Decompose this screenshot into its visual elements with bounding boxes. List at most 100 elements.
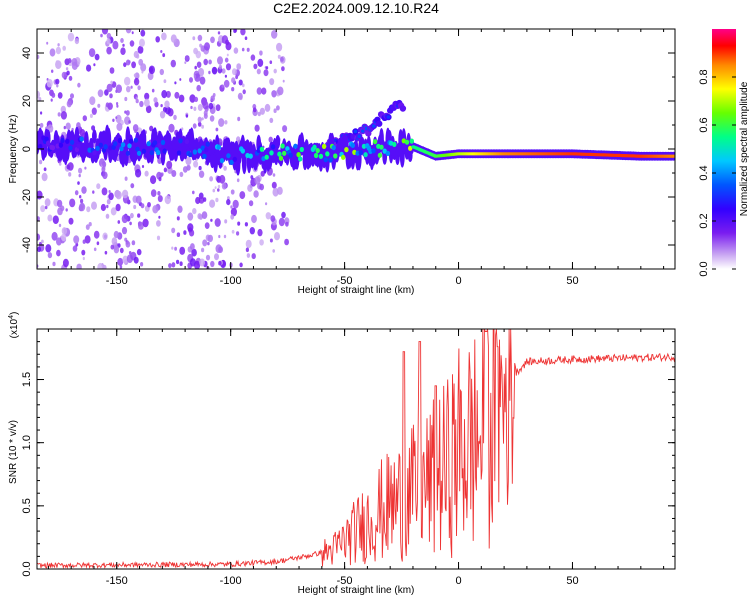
spectrogram-speckle: [187, 212, 194, 221]
spectrogram-speckle: [242, 83, 245, 88]
spectrogram-speckle: [218, 234, 221, 239]
spectrogram-speckle: [149, 125, 154, 132]
spectrogram-speckle: [208, 59, 212, 65]
spectrogram-speckle: [93, 247, 97, 252]
spectrogram-speckle: [117, 257, 124, 266]
spectrogram-speckle: [272, 249, 276, 253]
spectrogram-speckle: [230, 214, 235, 220]
spectrogram-speckle: [209, 176, 214, 182]
spectrogram-speckle: [224, 120, 228, 125]
spectrogram-speckle: [236, 231, 240, 236]
spectrogram-speckle: [122, 255, 129, 264]
spectrogram-speckle: [76, 263, 82, 269]
spectrogram-speckle: [193, 47, 199, 55]
spectrogram-speckle: [177, 205, 183, 213]
spectrogram-ridge-core: [363, 152, 368, 158]
spectrogram-speckle: [250, 175, 254, 180]
spectrogram-speckle: [129, 40, 135, 47]
spectrogram-ridge-core: [68, 145, 73, 151]
spectrogram-speckle: [131, 61, 137, 69]
spectrogram-speckle: [196, 61, 202, 68]
spectrogram-speckle: [263, 69, 269, 77]
spectrogram-ridge-core: [282, 150, 287, 156]
spectrogram-speckle: [179, 78, 182, 81]
spectrogram-speckle: [52, 215, 59, 224]
spectrogram-ridge-core: [98, 142, 104, 148]
spectrogram-speckle: [47, 214, 53, 222]
spectrogram-speckle: [104, 250, 108, 255]
spectrogram-speckle: [120, 38, 124, 43]
spectrogram-speckle: [224, 74, 227, 78]
spectrogram-speckle: [197, 67, 205, 77]
spectrogram-speckle: [93, 230, 100, 239]
spectrogram-speckle: [92, 190, 95, 194]
spectrogram-speckle: [133, 204, 137, 210]
spectrogram-speckle: [219, 174, 226, 184]
spectrogram-speckle: [201, 124, 205, 129]
spectrogram-ridge-core: [205, 141, 210, 147]
spectrogram-speckle: [253, 63, 258, 70]
spectrogram-speckle: [270, 215, 276, 223]
spectrogram-speckle: [39, 122, 44, 128]
spectrogram-speckle: [106, 32, 112, 40]
spectrogram-speckle: [239, 191, 246, 200]
spectrogram-speckle: [254, 176, 261, 185]
snr-panel: -150 -100 -50 0 50 0.0 0.5 1.0 1.5 Height of str…: [8, 312, 676, 596]
spectrogram-ridge-core: [385, 150, 391, 156]
spectrogram-speckle: [272, 173, 276, 177]
spectrogram-speckle: [97, 103, 101, 108]
spectrogram-speckle: [184, 61, 187, 64]
spectrogram-speckle: [155, 36, 160, 43]
spectrogram-ridge-core: [76, 143, 81, 149]
spectrogram-ridge-core: [288, 152, 293, 158]
spectrogram-speckle: [133, 77, 140, 86]
spectrogram-speckle: [199, 76, 206, 85]
spectrogram-speckle: [125, 110, 130, 116]
snr-series-line: [36, 328, 676, 570]
spectrogram-speckle: [134, 129, 138, 134]
spectrogram-speckle: [203, 58, 208, 66]
spectrogram-speckle: [121, 226, 128, 235]
spectrogram-ridge-core: [312, 144, 317, 150]
spectrogram-ridge-core: [141, 148, 147, 154]
spectrogram-speckle: [100, 33, 103, 38]
spectrogram-speckle: [137, 85, 141, 91]
spectrogram-speckle: [81, 186, 87, 194]
spectrogram-ridge-core: [108, 145, 113, 151]
spectrogram-speckle: [223, 79, 230, 88]
spectrogram-speckle: [38, 97, 42, 102]
spectrogram-speckle: [164, 100, 170, 108]
spectrogram-speckle: [152, 205, 159, 214]
spectrogram-speckle: [139, 100, 144, 108]
spectrogram-speckle: [74, 38, 80, 45]
snr-plot-background: [37, 329, 675, 569]
spectrogram-y-tick-label: -20: [21, 189, 33, 205]
spectrogram-speckle: [221, 68, 226, 74]
spectrogram-speckle: [105, 213, 110, 219]
spectrogram-speckle: [163, 167, 168, 173]
spectrogram-speckle: [171, 170, 177, 177]
spectrogram-ridge-core: [379, 144, 384, 150]
spectrogram-ridge-core: [328, 157, 333, 163]
spectrogram-speckle: [39, 159, 43, 165]
spectrogram-speckle: [233, 29, 237, 34]
spectrogram-speckle: [124, 176, 128, 181]
spectrogram-speckle: [194, 65, 197, 70]
colorbar-tick-label: 0.6: [698, 117, 710, 132]
spectrogram-ridge-core: [269, 150, 274, 156]
spectrogram-speckle: [125, 241, 131, 248]
spectrogram-panel: -150 -100 -50 0 50 -40 -20 0 20 40 Height of stra…: [8, 28, 676, 296]
spectrogram-speckle: [57, 43, 60, 47]
snr-y-axis-label: SNR (10 * v/v): [8, 420, 19, 484]
spectrogram-speckle: [197, 34, 203, 42]
spectrogram-speckle: [88, 222, 92, 227]
spectrogram-speckle: [245, 247, 249, 253]
spectrogram-speckle: [189, 94, 196, 103]
spectrogram-speckle: [67, 58, 72, 64]
spectrogram-speckle: [66, 100, 72, 108]
spectrogram-speckle: [89, 96, 96, 106]
spectrogram-speckle: [110, 80, 113, 85]
spectrogram-speckle: [224, 57, 229, 63]
spectrogram-speckle: [212, 188, 216, 193]
